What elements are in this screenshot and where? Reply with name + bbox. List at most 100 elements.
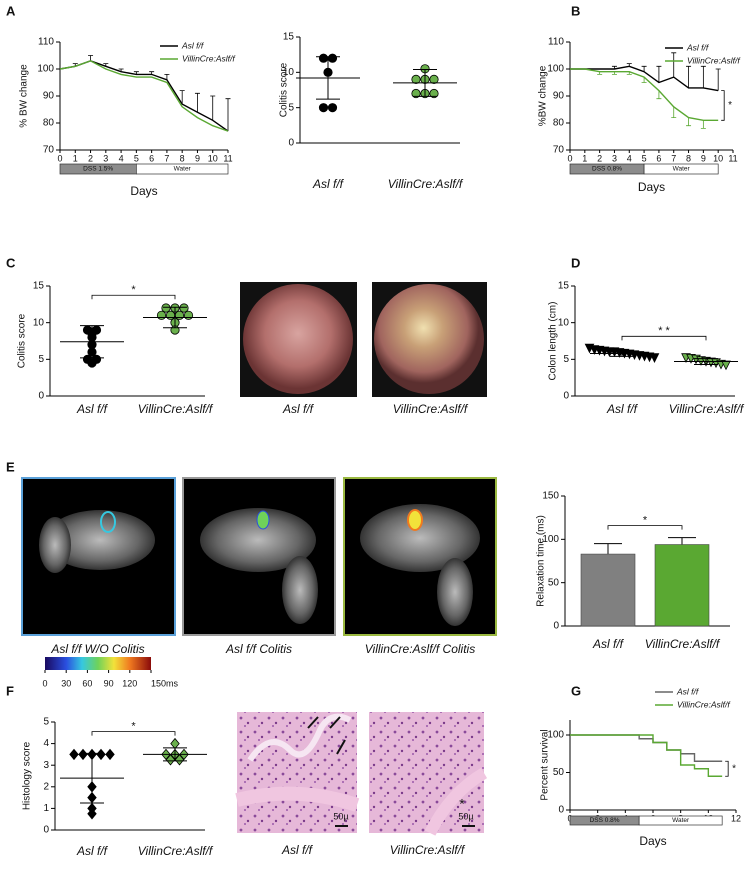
y-tick-label: 4 <box>43 738 49 749</box>
scale-label: 50µ <box>458 811 473 821</box>
data-point <box>165 310 176 320</box>
image-content <box>45 510 155 570</box>
y-tick-label: 90 <box>553 91 565 102</box>
y-tick-label: 5 <box>563 354 569 365</box>
x-category-label: Asl f/f <box>76 844 109 858</box>
y-tick-label: 5 <box>288 102 294 113</box>
y-tick-label: 110 <box>38 37 54 48</box>
error-bar <box>611 71 617 75</box>
x-category-label: Asl f/f <box>312 177 345 191</box>
y-tick-label: 90 <box>43 91 55 102</box>
error-bar <box>594 543 622 555</box>
treatment-label: Water <box>174 166 192 173</box>
x-tick-label: 9 <box>701 153 706 163</box>
data-point <box>87 808 97 820</box>
panel-label: A <box>6 3 16 18</box>
x-tick-label: 11 <box>728 153 737 163</box>
legend-label: Asl f/f <box>686 42 710 52</box>
data-point <box>179 303 189 313</box>
error-bar <box>611 65 617 69</box>
x-tick-label: 7 <box>671 153 676 163</box>
legend-label: VillinCre:Aslf/f <box>182 53 236 63</box>
significance-label: * <box>728 100 732 111</box>
image-caption: VillinCre:Aslf/f Colitis <box>365 642 475 656</box>
x-tick-label: 1 <box>73 153 78 163</box>
x-tick-label: 9 <box>195 153 200 163</box>
x-tick-label: 6 <box>149 153 154 163</box>
x-tick-label: 8 <box>180 153 185 163</box>
roi <box>100 511 116 533</box>
data-point <box>411 88 421 99</box>
x-category-label: VillinCre:Aslf/f <box>669 402 745 416</box>
y-tick-label: 2 <box>43 781 49 792</box>
x-tick-label: 10 <box>208 153 218 163</box>
colorbar-tick-label: 120 <box>122 678 137 688</box>
image-caption: VillinCre:Aslf/f <box>390 843 466 857</box>
error-bar <box>179 90 185 105</box>
data-point <box>174 754 185 766</box>
x-tick-label: 4 <box>119 153 124 163</box>
x-category-label: VillinCre:Aslf/f <box>138 402 214 416</box>
panel-label: G <box>571 683 581 698</box>
data-point <box>96 748 106 761</box>
data-point <box>649 353 660 363</box>
sd-whisker <box>610 350 634 357</box>
error-bar <box>715 68 721 91</box>
image-caption: Asl f/f Colitis <box>225 642 292 656</box>
data-point <box>161 303 171 313</box>
y-axis-label: Colitis score <box>279 62 290 117</box>
x-tick-label: 4 <box>627 153 632 163</box>
data-point <box>429 74 439 85</box>
x-tick-label: 8 <box>686 153 691 163</box>
x-tick-label: 5 <box>134 153 139 163</box>
treatment-period <box>136 163 229 175</box>
sd-whisker <box>316 56 340 100</box>
error-bar <box>149 71 155 75</box>
legend-label: Asl f/f <box>676 686 700 696</box>
treatment-label: Water <box>672 817 690 824</box>
data-point <box>165 754 176 766</box>
data-point <box>174 310 185 320</box>
y-tick-label: 150 <box>542 491 559 502</box>
significance-label: * <box>131 284 136 296</box>
image-content <box>360 504 480 572</box>
colorbar-tick-label: 60 <box>82 678 92 688</box>
data-point <box>327 103 338 113</box>
significance-bracket <box>91 294 176 300</box>
data-point <box>183 310 194 320</box>
legend-label: Asl f/f <box>181 40 205 50</box>
x-category-label: VillinCre:Aslf/f <box>138 844 214 858</box>
y-axis-label: Percent survival <box>540 729 551 800</box>
colorbar-tick-label: 30 <box>61 678 71 688</box>
y-axis-label: Colitis score <box>17 313 28 368</box>
significance-bracket <box>721 90 725 121</box>
error-bar <box>210 95 216 121</box>
image-caption: Asl f/f <box>281 843 314 857</box>
error-bar <box>194 92 200 113</box>
arrow <box>329 716 341 729</box>
panel-label: C <box>6 255 16 270</box>
data-point <box>78 748 88 761</box>
x-tick-label: 10 <box>713 153 723 163</box>
scale-label: 50µ <box>333 811 348 821</box>
y-tick-label: 70 <box>43 145 55 156</box>
data-point <box>327 53 338 63</box>
x-category-label: Asl f/f <box>76 402 109 416</box>
error-bar <box>597 71 603 75</box>
panel-label: F <box>6 683 14 698</box>
sd-whisker <box>694 358 718 365</box>
data-point <box>411 74 421 85</box>
error-bar <box>641 65 647 72</box>
image-content <box>243 284 353 394</box>
data-point <box>87 358 97 368</box>
sd-whisker <box>163 747 187 762</box>
legend-label: VillinCre:Aslf/f <box>687 55 741 65</box>
colorbar-tick-label: 150ms <box>151 678 179 688</box>
y-tick-label: 100 <box>547 730 564 741</box>
panel-label: B <box>571 3 580 18</box>
significance-label: * <box>643 515 648 527</box>
colorbar <box>45 657 151 670</box>
y-tick-label: 15 <box>283 32 295 43</box>
